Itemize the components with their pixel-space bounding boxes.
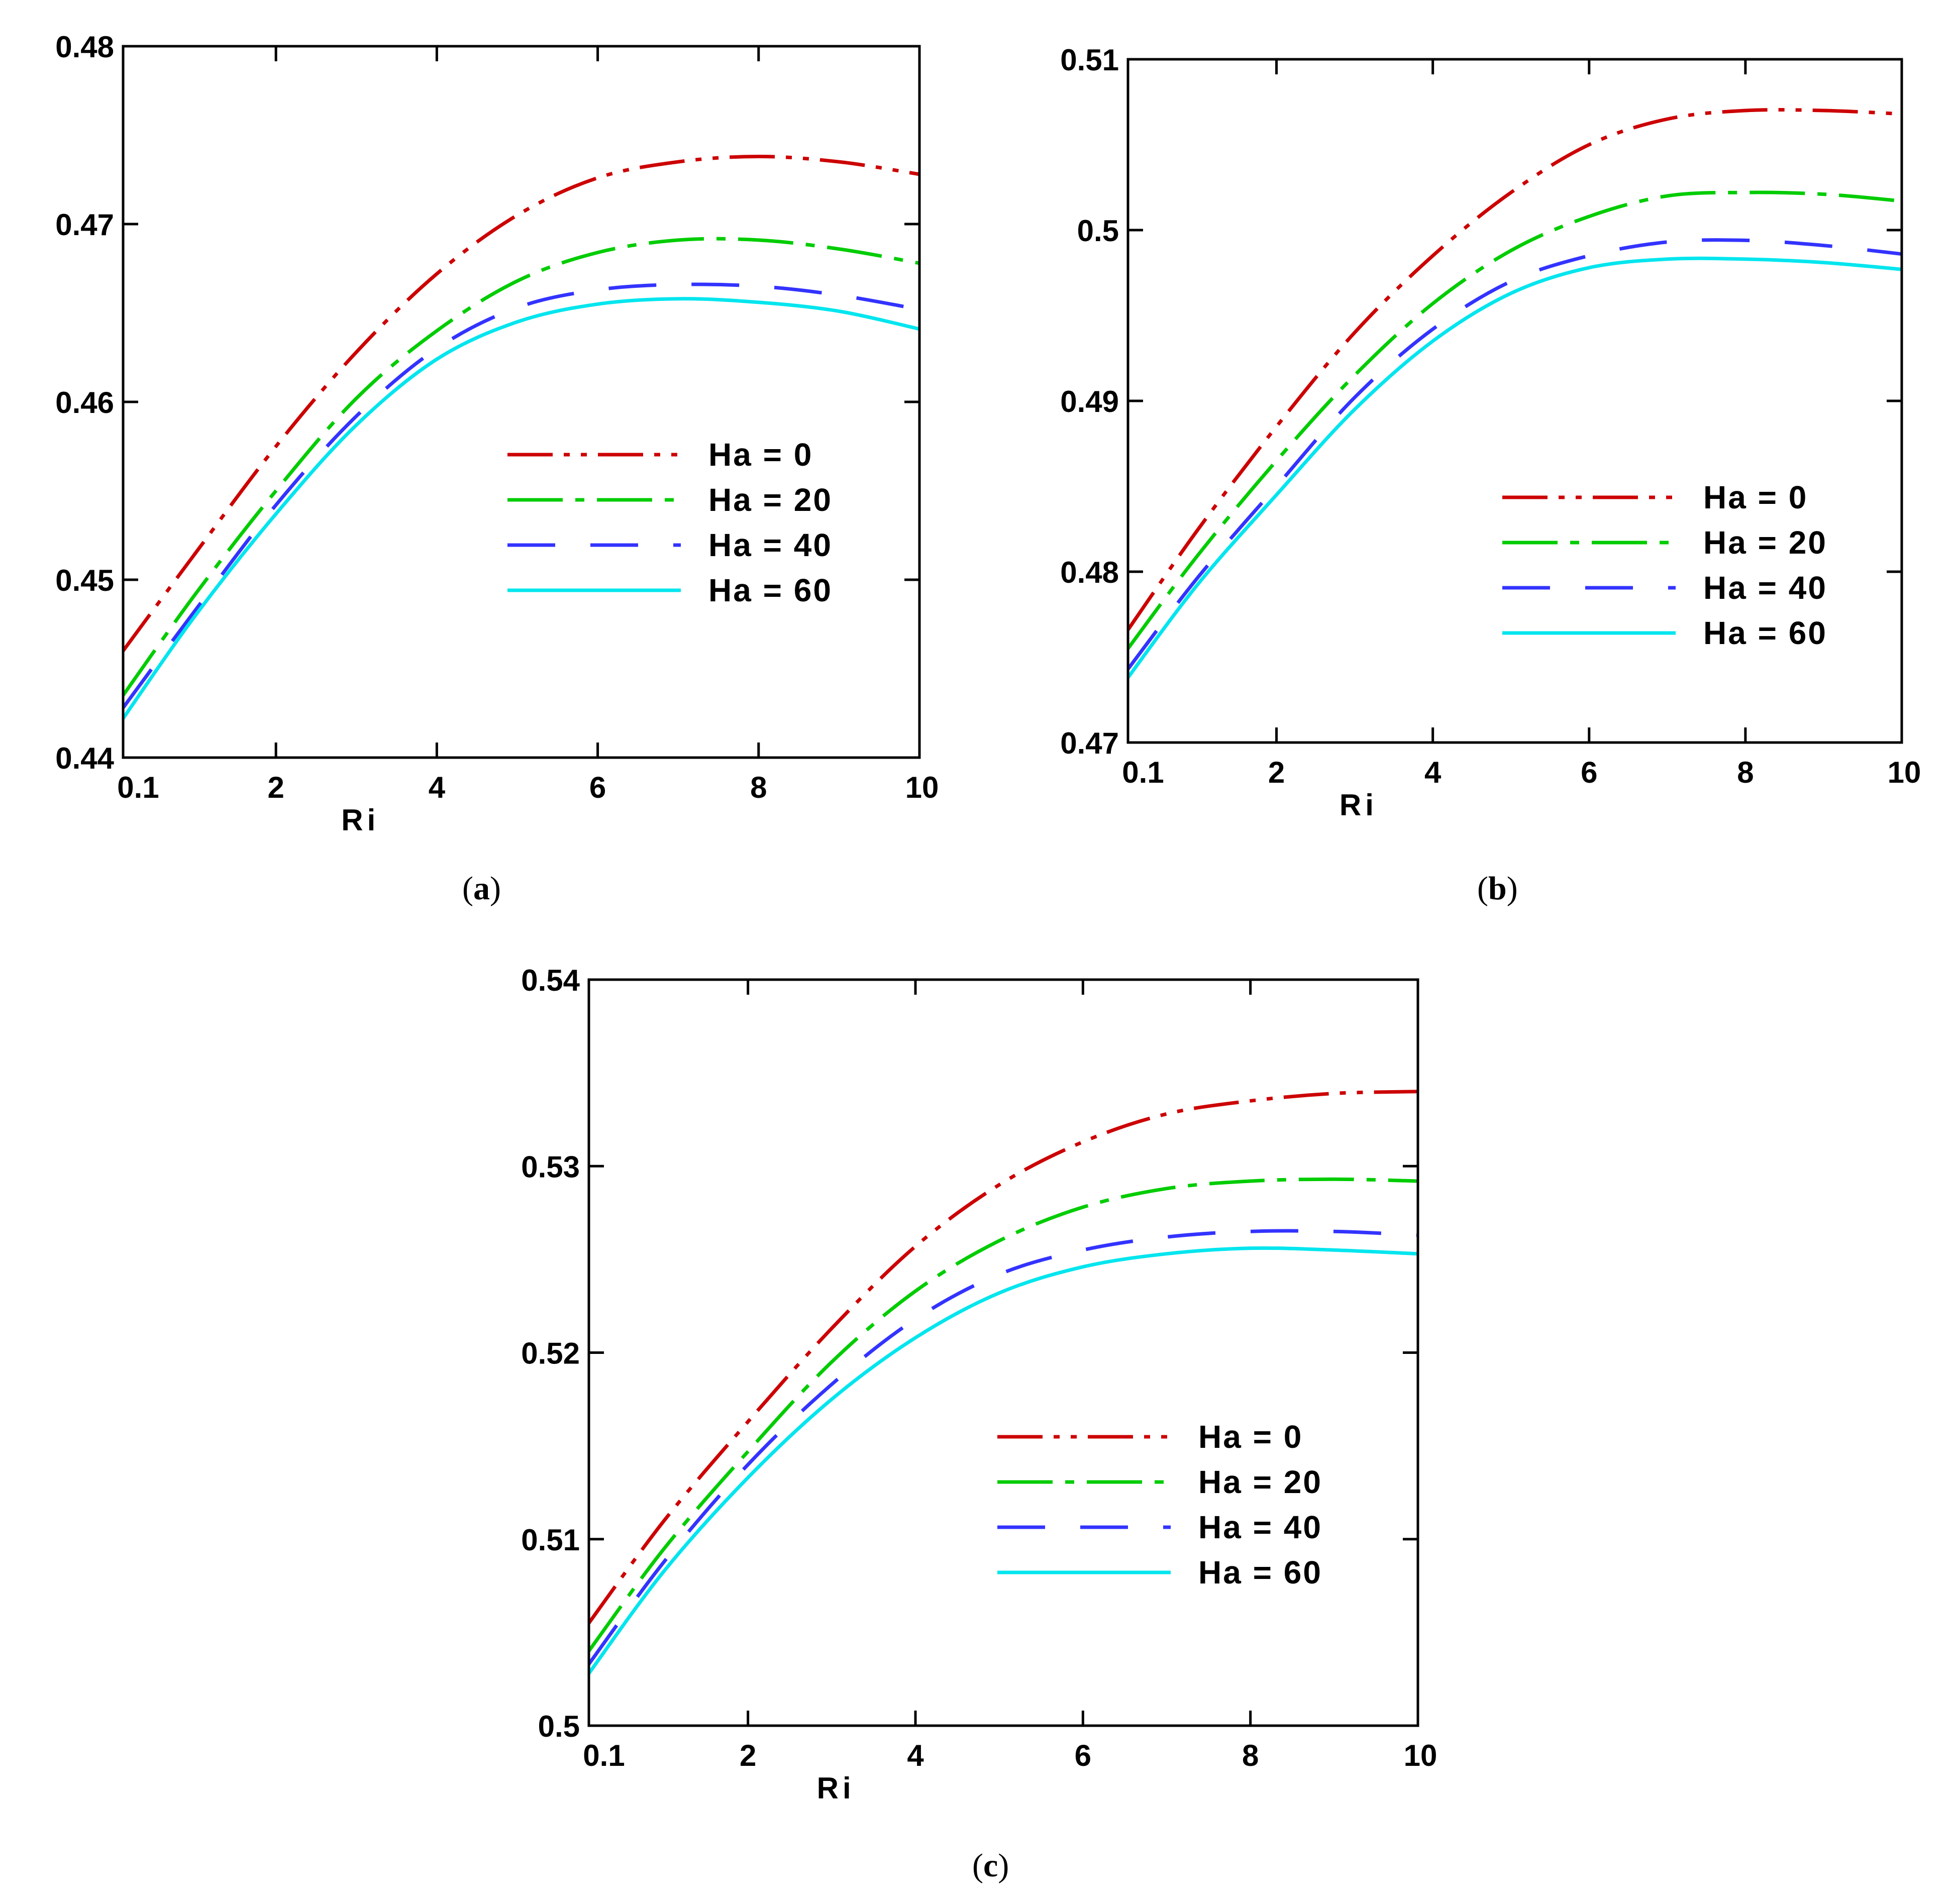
legend: Ha = 0 Ha = 20 Ha = 40 Ha = 60 — [1502, 479, 1827, 651]
y-tick-label: 0.5 — [1077, 214, 1119, 248]
x-tick-label: 6 — [1075, 1739, 1091, 1772]
x-tick-label: 10 — [1888, 756, 1921, 789]
x-tick-label: 0.1 — [1122, 756, 1164, 789]
x-tick-label: 4 — [429, 771, 446, 804]
legend-label: Ha = 0 — [1703, 479, 1808, 515]
x-tick-label: 8 — [750, 771, 767, 804]
legend-label: Ha = 40 — [1198, 1509, 1322, 1545]
plot-frame — [122, 45, 921, 759]
series-line-ha-20 — [589, 1177, 1418, 1652]
legend-label: Ha = 40 — [708, 527, 833, 563]
y-tick-label: 0.49 — [1060, 385, 1119, 418]
y-tick-label: 0.53 — [521, 1150, 580, 1184]
series-line-ha-60 — [1128, 256, 1902, 679]
y-tick-label: 0.47 — [55, 208, 114, 242]
legend-label: Ha = 0 — [1198, 1419, 1303, 1455]
series-line-ha-20 — [1128, 190, 1902, 650]
series-line-ha-40 — [1128, 238, 1902, 670]
legend-label: Ha = 60 — [708, 572, 833, 608]
legend-label: Ha = 20 — [1703, 524, 1827, 561]
x-tick-label: 10 — [1404, 1739, 1437, 1772]
legend-label: Ha = 0 — [708, 437, 813, 473]
x-tick-label: 2 — [268, 771, 284, 804]
y-tick-label: 0.54 — [521, 964, 580, 997]
y-tick-label: 0.5 — [538, 1710, 580, 1743]
x-tick-label: 6 — [589, 771, 606, 804]
x-tick-label: 0.1 — [583, 1739, 625, 1772]
legend: Ha = 0 Ha = 20 Ha = 40 Ha = 60 — [997, 1419, 1322, 1591]
series-line-ha-60 — [123, 297, 919, 720]
series-line-ha-20 — [123, 237, 919, 697]
chart-caption: (a) — [462, 870, 501, 907]
x-axis-label: Ri — [1340, 788, 1378, 822]
legend-label: Ha = 60 — [1703, 615, 1827, 651]
x-tick-label: 2 — [1268, 756, 1285, 789]
legend: Ha = 0 Ha = 20 Ha = 40 Ha = 60 — [507, 437, 833, 608]
legend-label: Ha = 40 — [1703, 570, 1827, 606]
plot-frame — [587, 978, 1419, 1727]
y-tick-label: 0.52 — [521, 1337, 580, 1370]
series-line-ha-0 — [1128, 108, 1902, 631]
x-tick-label: 6 — [1581, 756, 1597, 789]
x-tick-label: 4 — [1424, 756, 1442, 789]
y-tick-label: 0.48 — [1060, 556, 1119, 589]
x-tick-label: 10 — [905, 771, 939, 804]
x-axis-label: Ri — [817, 1771, 855, 1805]
series-line-ha-40 — [123, 282, 919, 709]
legend-label: Ha = 60 — [1198, 1554, 1322, 1591]
y-tick-label: 0.48 — [55, 30, 114, 64]
x-axis-label: Ri — [341, 803, 379, 837]
x-tick-label: 8 — [1737, 756, 1754, 789]
x-tick-label: 8 — [1242, 1739, 1259, 1772]
y-tick-label: 0.45 — [55, 564, 114, 597]
x-tick-label: 2 — [740, 1739, 756, 1772]
y-tick-label: 0.51 — [1060, 43, 1119, 77]
y-tick-label: 0.44 — [55, 742, 114, 775]
x-tick-label: 0.1 — [117, 771, 159, 804]
y-tick-label: 0.51 — [521, 1523, 580, 1557]
x-tick-label: 4 — [907, 1739, 924, 1772]
y-tick-label: 0.47 — [1060, 726, 1119, 760]
legend-label: Ha = 20 — [1198, 1464, 1322, 1500]
series-line-ha-60 — [589, 1246, 1418, 1675]
series-line-ha-0 — [123, 154, 919, 652]
chart-caption: (b) — [1477, 870, 1518, 907]
series-line-ha-0 — [589, 1090, 1418, 1624]
legend-label: Ha = 20 — [708, 482, 833, 518]
chart-caption: (c) — [972, 1847, 1009, 1884]
y-tick-label: 0.46 — [55, 386, 114, 419]
series-line-ha-40 — [589, 1229, 1418, 1665]
